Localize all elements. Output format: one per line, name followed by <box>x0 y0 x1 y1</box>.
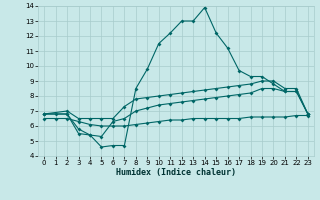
X-axis label: Humidex (Indice chaleur): Humidex (Indice chaleur) <box>116 168 236 177</box>
